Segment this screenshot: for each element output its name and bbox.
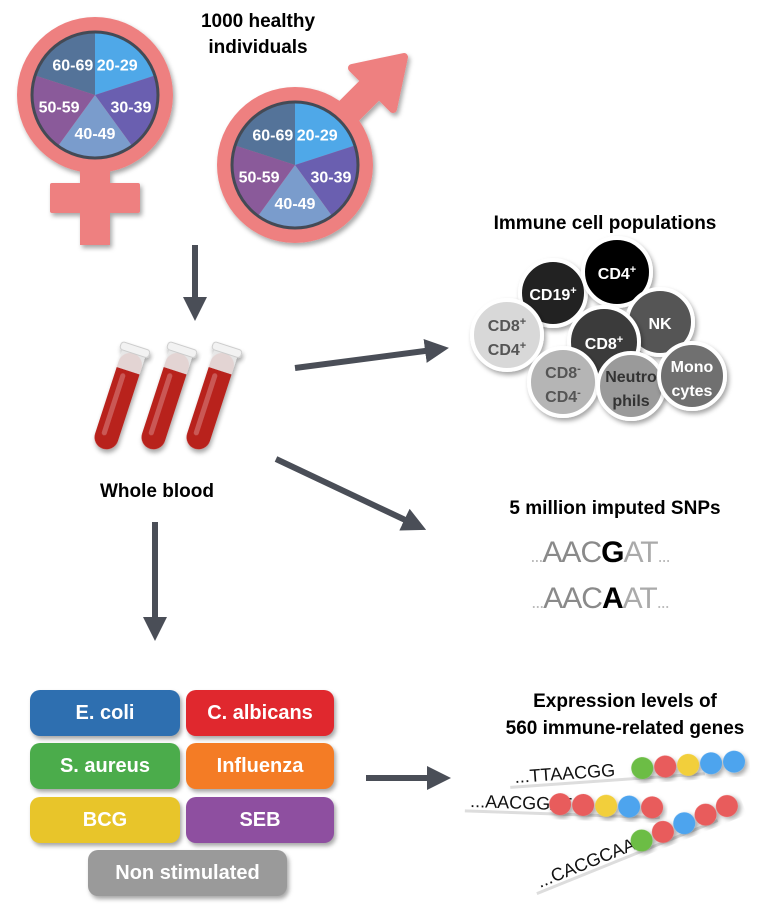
expression-bead [549, 793, 572, 816]
cell-label: cytes [672, 383, 713, 400]
age-slice [295, 102, 355, 165]
cell-label: CD8+ [585, 334, 623, 353]
cohort-title-line2: individuals [208, 37, 307, 58]
age-slice [95, 32, 155, 95]
cell-label: Neutro [605, 369, 657, 386]
svg-text:...AACGAT...: ...AACGAT... [530, 536, 669, 569]
expression-bead [595, 794, 618, 817]
expression-bead [723, 750, 746, 773]
cell-cd8negcd4neg: CD8- CD4- [527, 346, 599, 418]
stimulus-influenza: Influenza [186, 743, 334, 789]
age-slice [235, 102, 295, 165]
expression-bead [618, 795, 641, 818]
age-slice [31, 75, 95, 146]
expression-bead [651, 820, 674, 843]
stimulus-e-coli: E. coli [30, 690, 180, 736]
read-sequence: ...CACGCAA [534, 834, 638, 892]
read-sequence: ...AACGGAT [470, 791, 572, 815]
expression-bead [700, 752, 723, 775]
blood-tube-icon [94, 341, 151, 450]
expression-title-line1: Expression levels of [533, 691, 717, 712]
cell-label: phils [612, 393, 649, 410]
age-slice [232, 145, 295, 216]
expression-bead [694, 803, 717, 826]
age-label: 40-49 [275, 196, 316, 213]
age-label: 60-69 [52, 57, 93, 74]
arrow-blood-to-cells [294, 339, 449, 371]
whole-blood-label: Whole blood [100, 481, 214, 502]
arrow-blood-to-snps [274, 456, 427, 531]
female-age-pie: 20-29 30-39 40-49 50-59 60-69 [30, 30, 160, 160]
cell-cd19pos: CD19+ [518, 258, 588, 328]
read-sequence: ...TTAACGG [514, 760, 616, 787]
snp-sequence-2: ...AACAAT... [531, 582, 670, 615]
expression-read: ...AACGGAT [464, 791, 664, 820]
expression-bead [641, 796, 664, 819]
cell-label: CD8+ [488, 316, 526, 335]
cell-label: CD4+ [488, 340, 526, 359]
age-label: 40-49 [75, 126, 116, 143]
expression-title-line2: 560 immune-related genes [506, 718, 745, 739]
cell-monocytes: Mono cytes [657, 341, 727, 411]
stimulus-c-albicans: C. albicans [186, 690, 334, 736]
expression-read: ...TTAACGG [510, 750, 746, 789]
male-age-pie: 20-29 30-39 40-49 50-59 60-69 [230, 100, 360, 230]
cohort-title-line1: 1000 healthy [201, 11, 315, 32]
snp-allele-1: G [601, 536, 623, 569]
cell-label: CD4+ [598, 264, 636, 283]
expression-bead [654, 755, 677, 778]
expression-bead [715, 795, 738, 818]
age-slice [295, 145, 358, 216]
cell-label: CD19+ [529, 285, 576, 304]
snps-title: 5 million imputed SNPs [509, 498, 720, 519]
cell-cd8poscd4pos: CD8+ CD4+ [470, 298, 544, 372]
age-slice [95, 75, 158, 146]
age-label: 50-59 [39, 100, 80, 117]
expression-bead [630, 829, 653, 852]
stimulus-seb: SEB [186, 797, 334, 843]
expression-bead [572, 793, 595, 816]
age-label: 20-29 [297, 127, 338, 144]
expression-bead [677, 753, 700, 776]
immune-title: Immune cell populations [494, 213, 717, 234]
blood-tube-icon [186, 341, 243, 450]
expression-bead [631, 757, 654, 780]
age-label: 30-39 [310, 170, 351, 187]
expression-bead [673, 812, 696, 835]
stimulus-non-stimulated: Non stimulated [88, 850, 287, 896]
cell-label: CD4- [545, 387, 581, 406]
cell-label: Mono [671, 359, 714, 376]
stimulus-bcg: BCG [30, 797, 180, 843]
age-slice [257, 165, 333, 228]
stimulus-s-aureus: S. aureus [30, 743, 180, 789]
cell-label: CD8- [545, 363, 581, 382]
age-label: 30-39 [110, 100, 151, 117]
snp-sequence-1: ...AACGAT... [530, 536, 670, 569]
blood-tube-icon [141, 341, 198, 450]
age-label: 50-59 [239, 170, 280, 187]
age-slice [35, 32, 95, 95]
age-label: 20-29 [97, 57, 138, 74]
snp-allele-2: A [602, 582, 623, 615]
age-slice [57, 95, 133, 158]
cell-label: NK [648, 316, 672, 333]
cell-neutrophils: Neutro phils [596, 351, 666, 421]
age-label: 60-69 [252, 127, 293, 144]
svg-text:...AACAAT...: ...AACAAT... [531, 582, 669, 615]
cell-cd4pos: CD4+ [581, 236, 653, 308]
